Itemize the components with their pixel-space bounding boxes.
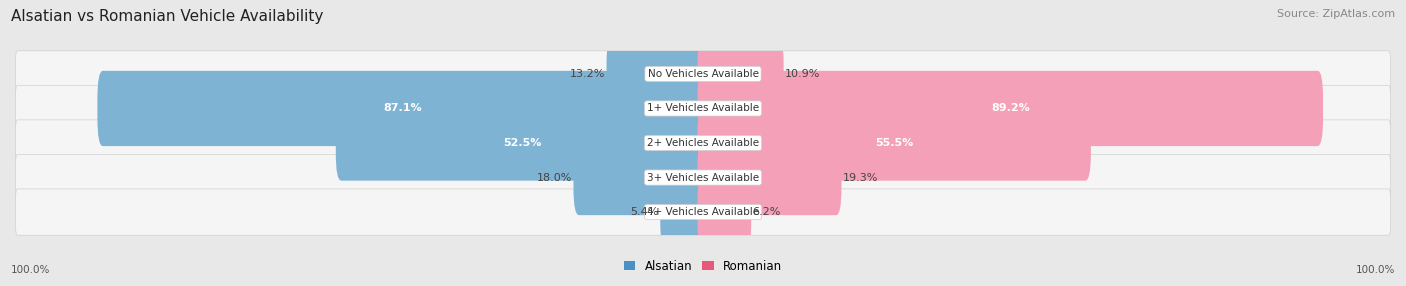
FancyBboxPatch shape (697, 140, 841, 215)
Text: 19.3%: 19.3% (842, 172, 879, 182)
FancyBboxPatch shape (15, 51, 1391, 97)
Text: 1+ Vehicles Available: 1+ Vehicles Available (647, 104, 759, 114)
FancyBboxPatch shape (574, 140, 709, 215)
Text: 18.0%: 18.0% (537, 172, 572, 182)
Text: 100.0%: 100.0% (11, 265, 51, 275)
FancyBboxPatch shape (606, 36, 709, 112)
Text: 2+ Vehicles Available: 2+ Vehicles Available (647, 138, 759, 148)
Text: Alsatian vs Romanian Vehicle Availability: Alsatian vs Romanian Vehicle Availabilit… (11, 9, 323, 23)
Text: 55.5%: 55.5% (875, 138, 914, 148)
FancyBboxPatch shape (97, 71, 709, 146)
Text: Source: ZipAtlas.com: Source: ZipAtlas.com (1277, 9, 1395, 19)
FancyBboxPatch shape (661, 174, 709, 250)
FancyBboxPatch shape (336, 105, 709, 181)
Text: 10.9%: 10.9% (785, 69, 820, 79)
Text: 4+ Vehicles Available: 4+ Vehicles Available (647, 207, 759, 217)
FancyBboxPatch shape (697, 71, 1323, 146)
Text: 5.4%: 5.4% (630, 207, 659, 217)
FancyBboxPatch shape (15, 189, 1391, 235)
FancyBboxPatch shape (697, 36, 783, 112)
Legend: Alsatian, Romanian: Alsatian, Romanian (619, 255, 787, 277)
Text: 89.2%: 89.2% (991, 104, 1029, 114)
FancyBboxPatch shape (697, 174, 751, 250)
FancyBboxPatch shape (15, 154, 1391, 201)
Text: 100.0%: 100.0% (1355, 265, 1395, 275)
Text: 6.2%: 6.2% (752, 207, 780, 217)
Text: 3+ Vehicles Available: 3+ Vehicles Available (647, 172, 759, 182)
FancyBboxPatch shape (15, 120, 1391, 166)
Text: 13.2%: 13.2% (569, 69, 605, 79)
FancyBboxPatch shape (697, 105, 1091, 181)
FancyBboxPatch shape (15, 85, 1391, 132)
Text: 87.1%: 87.1% (384, 104, 422, 114)
Text: No Vehicles Available: No Vehicles Available (648, 69, 758, 79)
Text: 52.5%: 52.5% (503, 138, 541, 148)
